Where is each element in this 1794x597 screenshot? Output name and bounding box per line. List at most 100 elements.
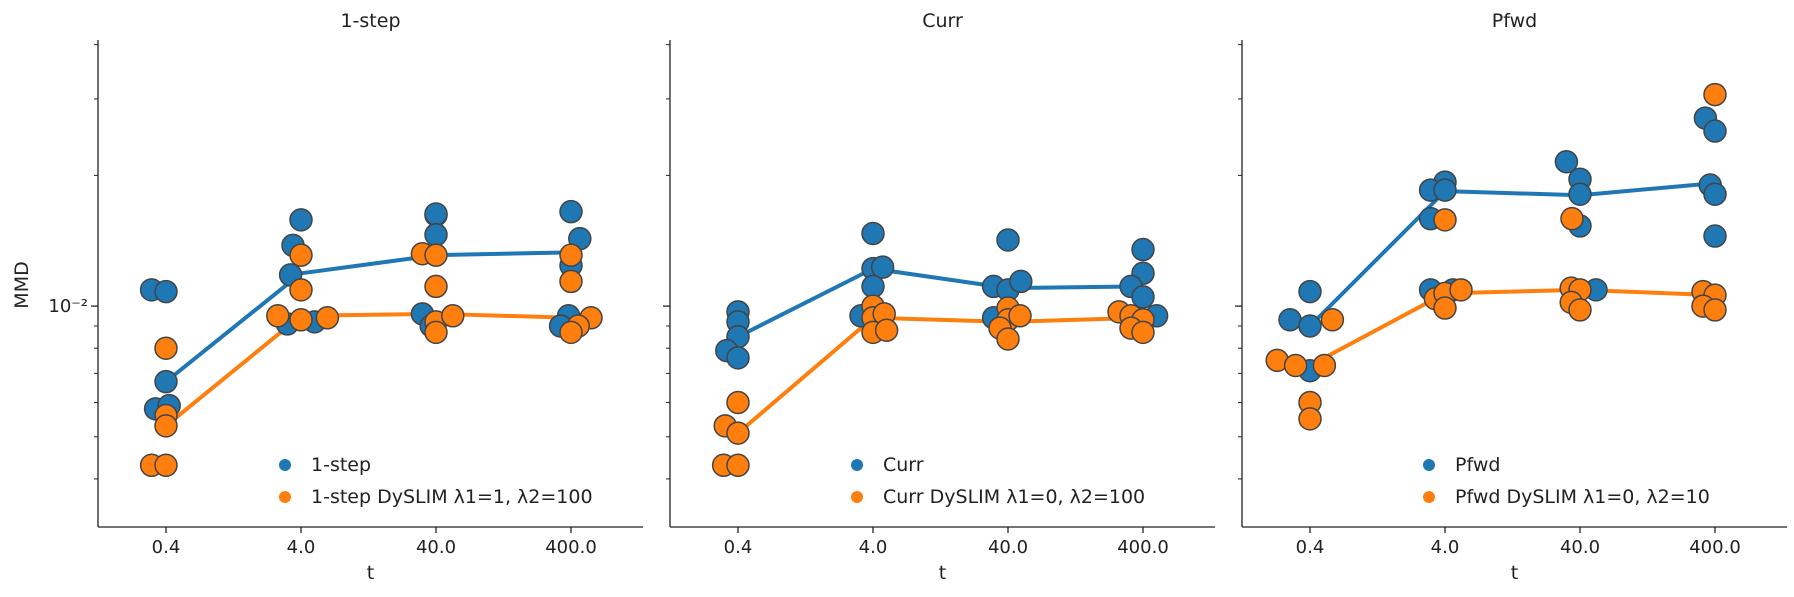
data-point <box>1449 278 1473 302</box>
x-tick-label: 40.0 <box>988 537 1028 558</box>
subplot-pfwd: Pfwd 0.4 4.0 40.0 400.0 t Pfwd Pfwd DySLIM λ1=0… <box>1235 10 1787 584</box>
data-point <box>1703 119 1727 143</box>
legend-marker <box>1423 491 1435 503</box>
data-point <box>1433 208 1457 232</box>
legend-marker <box>279 459 291 471</box>
legend-label: Pfwd DySLIM λ1=0, λ2=10 <box>1455 486 1710 508</box>
x-tick-label: 4.0 <box>859 537 888 558</box>
data-point <box>1312 353 1337 378</box>
subplot-title: Curr <box>922 10 963 32</box>
data-point <box>1568 182 1592 206</box>
subplot-title: Pfwd <box>1492 10 1537 32</box>
data-point <box>289 278 313 302</box>
x-tick-label: 0.4 <box>724 537 753 558</box>
data-point <box>154 279 178 304</box>
data-point <box>1703 182 1727 206</box>
data-point <box>559 320 583 345</box>
legend: 1-step 1-step DySLIM λ1=1, λ2=100 <box>279 454 593 508</box>
legend-marker <box>851 491 863 503</box>
legend: Curr Curr DySLIM λ1=0, λ2=100 <box>851 454 1145 508</box>
data-point <box>154 336 178 360</box>
data-point <box>1703 224 1727 248</box>
data-point <box>874 318 899 342</box>
data-point <box>289 308 313 332</box>
series-markers-dyslim <box>1265 82 1727 431</box>
legend-label: 1-step DySLIM λ1=1, λ2=100 <box>311 486 593 508</box>
data-point <box>154 453 178 478</box>
data-point <box>1131 285 1155 309</box>
series-markers-base <box>139 199 592 421</box>
legend-label: Pfwd <box>1455 454 1500 476</box>
x-axis-label: t <box>367 562 374 584</box>
subplot-1-step: 1-step 10⁻² 0.4 4.0 40.0 400.0 t 1-step 1-step D… <box>48 10 643 584</box>
data-point <box>559 243 583 267</box>
x-tick-label: 400.0 <box>545 537 597 558</box>
x-tick-label: 0.4 <box>1296 537 1325 558</box>
series-line-base <box>164 250 572 384</box>
data-point <box>424 202 448 226</box>
data-point <box>559 269 583 294</box>
data-point <box>1703 82 1727 107</box>
legend-label: 1-step <box>311 454 371 476</box>
data-point <box>861 274 885 299</box>
series-markers-base <box>715 221 1169 370</box>
data-point <box>1298 279 1322 304</box>
series-markers-dyslim <box>711 294 1155 478</box>
data-point <box>1283 353 1308 378</box>
data-point <box>1131 320 1155 345</box>
series-line-dyslim <box>1309 287 1716 368</box>
x-tick-label: 4.0 <box>1431 537 1460 558</box>
data-point <box>1433 178 1457 202</box>
data-point <box>1320 308 1345 332</box>
legend-label: Curr <box>883 454 924 476</box>
data-point <box>996 327 1020 351</box>
data-point <box>870 255 895 279</box>
data-point <box>441 304 465 328</box>
y-tick-label: 10⁻² <box>48 296 88 317</box>
data-point <box>1298 314 1322 338</box>
legend: Pfwd Pfwd DySLIM λ1=0, λ2=10 <box>1423 454 1710 508</box>
data-point <box>559 199 583 224</box>
data-point <box>289 243 313 267</box>
x-axis-label: t <box>1511 562 1518 584</box>
data-point <box>266 304 290 328</box>
series-line-dyslim <box>164 311 572 428</box>
subplot-title: 1-step <box>340 10 400 32</box>
data-point <box>424 222 448 247</box>
data-point <box>1009 269 1033 294</box>
x-tick-label: 40.0 <box>1560 537 1600 558</box>
data-point <box>154 369 178 394</box>
data-point <box>996 228 1020 252</box>
x-tick-label: 400.0 <box>1689 537 1741 558</box>
series-line-dyslim <box>736 315 1144 435</box>
legend-marker <box>1423 459 1435 471</box>
data-point <box>424 243 448 267</box>
data-point <box>1008 304 1032 328</box>
data-point <box>1131 237 1155 262</box>
data-point <box>1703 298 1727 322</box>
data-point <box>424 320 448 345</box>
subplot-curr: Curr 0.4 4.0 40.0 400.0 t Curr Curr DySLIM λ1=0… <box>663 10 1215 584</box>
data-point <box>1278 308 1302 332</box>
x-axis-label: t <box>939 562 946 584</box>
data-point <box>726 390 750 415</box>
legend-marker <box>851 459 863 471</box>
x-tick-label: 40.0 <box>416 537 456 558</box>
legend-marker <box>279 491 291 503</box>
data-point <box>861 221 885 246</box>
data-point <box>1554 149 1579 174</box>
data-point <box>1568 298 1592 322</box>
series-line-base <box>737 266 1144 339</box>
data-point <box>726 453 750 478</box>
data-point <box>424 274 448 299</box>
series-markers-dyslim <box>139 242 603 478</box>
x-tick-label: 0.4 <box>152 537 181 558</box>
legend-label: Curr DySLIM λ1=0, λ2=100 <box>883 486 1145 508</box>
data-point <box>1433 296 1457 320</box>
data-point <box>1560 206 1584 231</box>
data-point <box>315 306 340 330</box>
y-axis-label: MMD <box>11 261 33 308</box>
series-markers-base <box>1278 106 1727 383</box>
series-line-base <box>1308 181 1716 328</box>
